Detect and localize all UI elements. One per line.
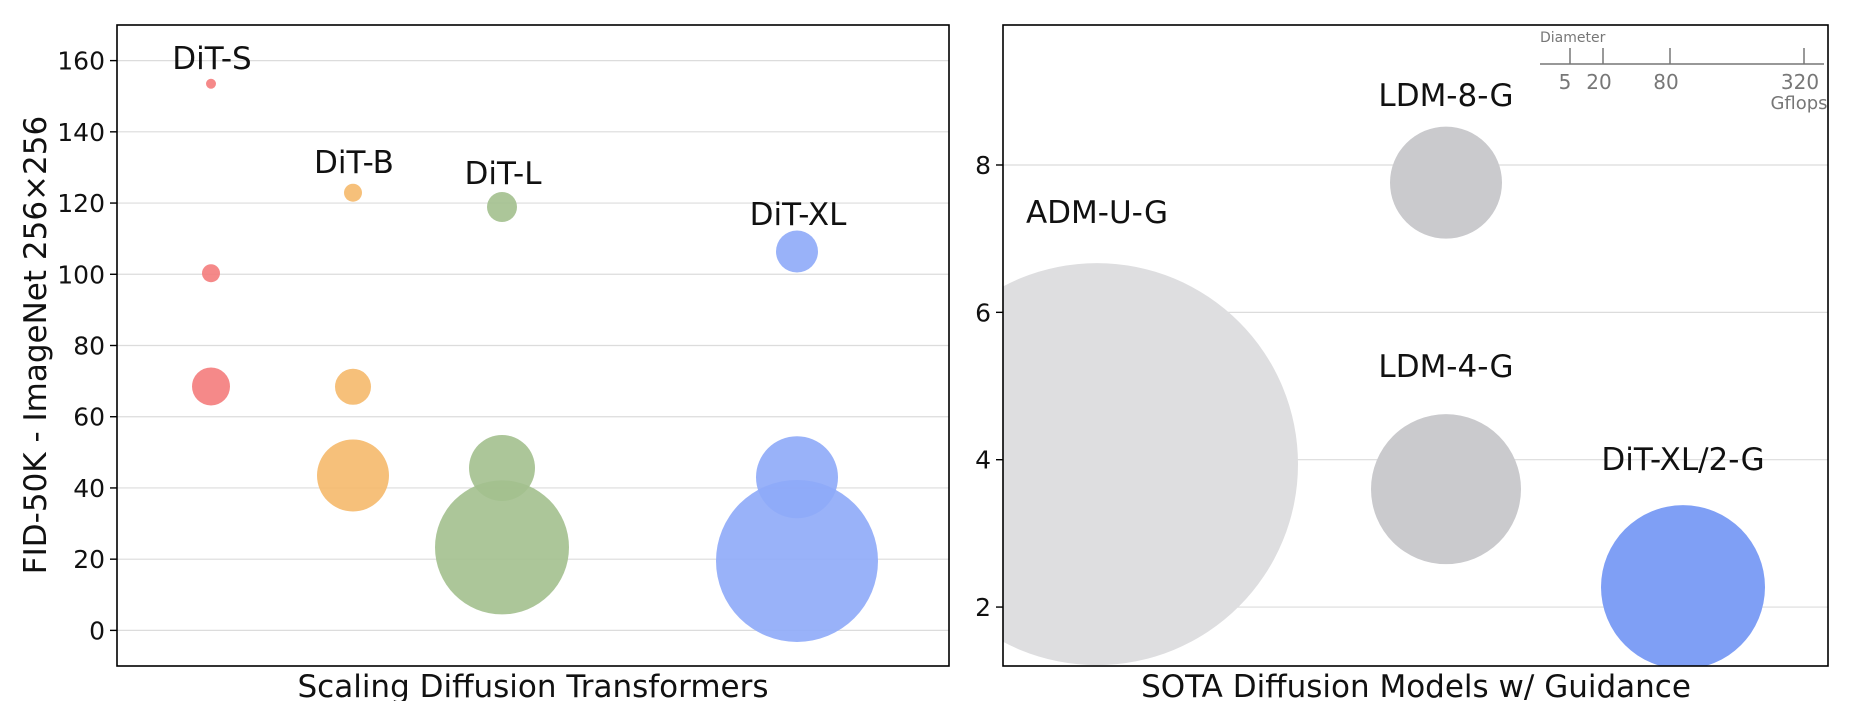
bubble-dit-b: [335, 368, 371, 405]
right-y-tick-label: 8: [975, 151, 991, 180]
left-y-tick-label: 140: [57, 118, 105, 147]
bubble-dit-xl-2-g: [1601, 505, 1765, 666]
left-plot-frame: [116, 24, 950, 667]
left-y-tick-label: 80: [73, 332, 105, 361]
size-legend-value: 320: [1781, 70, 1819, 94]
right-y-ticks: 2 4 6 8: [975, 151, 1003, 622]
category-label: DiT-B: [314, 145, 394, 181]
left-gridlines: [117, 60, 949, 631]
bubble-dit-l: [487, 191, 517, 222]
model-label: LDM-4-G: [1378, 349, 1513, 385]
category-label: DiT-S: [172, 41, 251, 77]
size-legend-title: Diameter: [1540, 30, 1606, 46]
size-legend: Diameter 5 20 80 320 Gflops: [1540, 30, 1828, 114]
right-bubbles: [1003, 126, 1765, 666]
left-y-tick-label: 120: [57, 189, 105, 218]
right-bubble-labels: ADM-U-G LDM-8-G LDM-4-G DiT-XL/2-G: [1026, 78, 1765, 478]
right-panel: 2 4 6 8 ADM-U-G LDM-8-G LDM-4-G DiT-XL/2-G SOT…: [975, 24, 1829, 701]
right-x-axis-label: SOTA Diffusion Models w/ Guidance: [1141, 669, 1691, 701]
model-label: DiT-XL/2-G: [1601, 442, 1764, 478]
category-label: DiT-XL: [750, 197, 847, 233]
bubble-dit-b: [344, 183, 362, 202]
size-legend-value: 20: [1586, 70, 1611, 94]
left-x-axis-label: Scaling Diffusion Transformers: [297, 669, 768, 701]
size-legend-unit: Gflops: [1770, 93, 1827, 114]
category-label: DiT-L: [464, 156, 542, 192]
bubble-ldm-4-g: [1371, 414, 1521, 565]
bubble-dit-xl: [716, 479, 878, 642]
model-label: ADM-U-G: [1026, 195, 1168, 231]
right-y-tick-label: 4: [975, 446, 991, 475]
right-y-tick-label: 6: [975, 298, 991, 327]
left-y-tick-label: 160: [57, 47, 105, 76]
size-legend-value: 80: [1653, 70, 1678, 94]
bubble-dit-l: [435, 480, 569, 615]
bubble-adm-u-g: [1003, 263, 1298, 666]
model-label: LDM-8-G: [1378, 78, 1513, 114]
left-y-tick-label: 40: [73, 474, 105, 503]
left-y-ticks: 0 20 40 60 80 100 120 140 160: [57, 47, 117, 645]
left-y-tick-label: 100: [57, 260, 105, 289]
bubble-dit-b: [317, 439, 389, 512]
size-legend-ticks: 5 20 80 320: [1559, 48, 1819, 94]
left-y-axis-label: FID-50K - ImageNet 256×256: [18, 116, 54, 574]
bubble-ldm-8-g: [1390, 126, 1502, 239]
left-y-tick-label: 0: [89, 616, 105, 645]
bubble-dit-s: [192, 367, 230, 406]
right-y-tick-label: 2: [975, 593, 991, 622]
bubble-dit-s: [202, 264, 220, 283]
size-legend-value: 5: [1559, 70, 1572, 94]
left-category-labels: DiT-S DiT-B DiT-L DiT-XL: [172, 41, 847, 233]
bubble-dit-xl: [776, 230, 818, 273]
right-plot-frame: [1002, 24, 1829, 667]
left-y-tick-label: 20: [73, 545, 105, 574]
left-y-tick-label: 60: [73, 403, 105, 432]
bubble-dit-s: [206, 78, 216, 89]
left-bubbles: [192, 78, 878, 642]
